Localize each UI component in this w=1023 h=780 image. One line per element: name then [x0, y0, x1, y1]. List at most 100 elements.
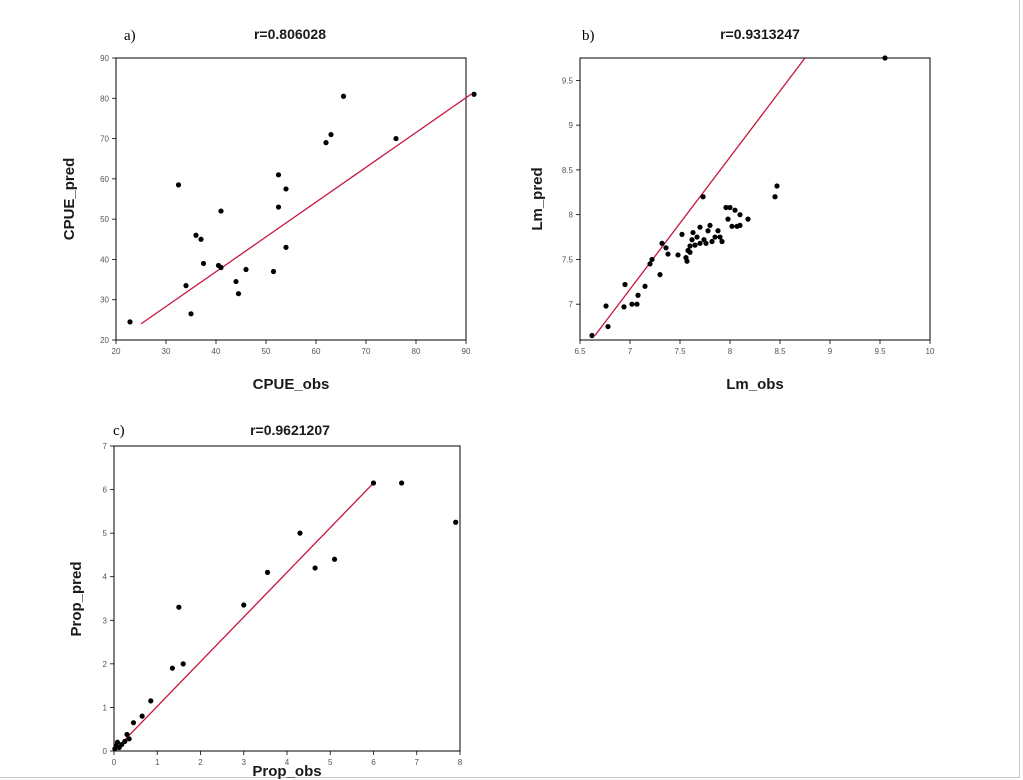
data-point	[453, 519, 459, 525]
data-point	[705, 228, 711, 234]
x-tick-label: 8	[728, 347, 733, 356]
data-point	[679, 231, 685, 237]
y-tick-label: 40	[100, 255, 109, 264]
plot-area-c	[113, 445, 461, 752]
data-point	[774, 183, 780, 189]
data-point	[603, 303, 609, 309]
data-point	[707, 222, 713, 229]
x-ticks-b: 6.5 7 7.5 8 8.5 9 9.5 10	[574, 340, 935, 356]
y-tick-label: 30	[100, 296, 109, 305]
data-point	[622, 281, 628, 288]
chart-a-svg: a) r=0.806028 20 30 40 50 60 70 80 90 20 30 40 50 6…	[61, 26, 477, 393]
data-point	[126, 736, 132, 742]
x-axis-label-a: CPUE_obs	[253, 376, 330, 393]
data-point	[737, 212, 743, 218]
x-tick-label: 1	[155, 758, 160, 767]
x-tick-label: 8	[458, 758, 463, 767]
data-point	[233, 278, 239, 285]
fit-line-c	[113, 482, 374, 752]
data-point	[188, 311, 194, 317]
points-a	[127, 91, 477, 325]
data-point	[122, 738, 128, 745]
y-tick-label: 80	[100, 94, 109, 103]
data-point	[198, 236, 204, 242]
data-point	[323, 140, 329, 146]
y-axis-label-b: Lm_pred	[529, 167, 546, 230]
data-point	[697, 240, 703, 246]
data-point	[717, 234, 723, 240]
x-tick-label: 6	[371, 758, 376, 767]
x-tick-label: 0	[112, 758, 117, 767]
x-ticks-a: 20 30 40 50 60 70 80 90	[112, 340, 471, 356]
panel-label-a: a)	[124, 28, 136, 44]
data-point	[218, 208, 224, 214]
data-point	[193, 232, 199, 238]
y-tick-label: 60	[100, 175, 109, 184]
data-point	[665, 251, 671, 257]
y-ticks-b: 7 7.5 8 8.5 9 9.5	[562, 76, 580, 309]
data-point	[629, 301, 635, 307]
x-tick-label: 7	[628, 347, 633, 356]
data-point	[659, 240, 665, 246]
y-tick-label: 7	[569, 300, 574, 309]
data-point	[675, 252, 681, 258]
y-ticks-c: 0 1 2 3 4 5 6 7	[103, 442, 114, 756]
data-point	[180, 661, 186, 667]
y-tick-label: 9.5	[562, 76, 574, 85]
data-point	[243, 266, 249, 273]
x-tick-label: 70	[362, 347, 371, 356]
points-c	[112, 480, 459, 752]
data-point	[175, 182, 182, 188]
data-point	[690, 229, 696, 236]
data-point	[712, 234, 718, 240]
data-point	[370, 480, 377, 486]
data-point	[393, 135, 399, 142]
y-tick-label: 2	[103, 660, 108, 669]
y-tick-label: 3	[103, 616, 108, 625]
y-tick-label: 8.5	[562, 166, 574, 175]
y-tick-label: 20	[100, 336, 109, 345]
x-tick-label: 6.5	[574, 347, 586, 356]
y-tick-label: 50	[100, 215, 109, 224]
x-tick-label: 7.5	[674, 347, 686, 356]
x-tick-label: 90	[462, 347, 471, 356]
data-point	[694, 234, 700, 240]
data-point	[732, 207, 738, 213]
panel-b: b) r=0.9313247 6.5 7 7.5 8 8.5 9 9.5 10 7 7.5 8 8.…	[515, 0, 945, 393]
fit-line-a	[140, 93, 472, 325]
chart-c-svg: c) r=0.9621207 0 1 2 3 4 5 6 7 8 0 1 2 3 4 5 6 7 Prop_o…	[68, 422, 463, 780]
y-tick-label: 4	[103, 573, 108, 582]
x-tick-label: 30	[162, 347, 171, 356]
panel-label-b: b)	[582, 28, 595, 44]
data-point	[723, 204, 729, 211]
data-point	[692, 242, 698, 248]
x-tick-label: 2	[198, 758, 203, 767]
data-point	[169, 665, 175, 671]
data-point	[331, 556, 338, 562]
data-point	[689, 237, 695, 243]
data-point	[340, 93, 347, 99]
y-axis-label-a: CPUE_pred	[61, 158, 78, 241]
data-point	[727, 204, 733, 211]
panel-label-c: c)	[113, 423, 125, 439]
x-tick-label: 40	[212, 347, 221, 356]
x-tick-label: 7	[415, 758, 420, 767]
x-tick-label: 50	[262, 347, 271, 356]
data-point	[772, 194, 778, 200]
chart-title-b: r=0.9313247	[720, 26, 800, 42]
data-point	[312, 565, 318, 571]
data-point	[725, 216, 731, 222]
plot-area-b	[579, 57, 931, 341]
y-tick-label: 1	[103, 703, 108, 712]
x-axis-label-b: Lm_obs	[726, 376, 784, 393]
x-tick-label: 9	[828, 347, 833, 356]
x-tick-label: 3	[242, 758, 247, 767]
y-tick-label: 9	[569, 121, 574, 130]
data-point	[183, 283, 189, 289]
data-point	[621, 304, 627, 310]
data-point	[703, 240, 709, 246]
data-point	[270, 268, 277, 275]
y-tick-label: 90	[100, 54, 109, 63]
chart-title-a: r=0.806028	[254, 26, 326, 42]
